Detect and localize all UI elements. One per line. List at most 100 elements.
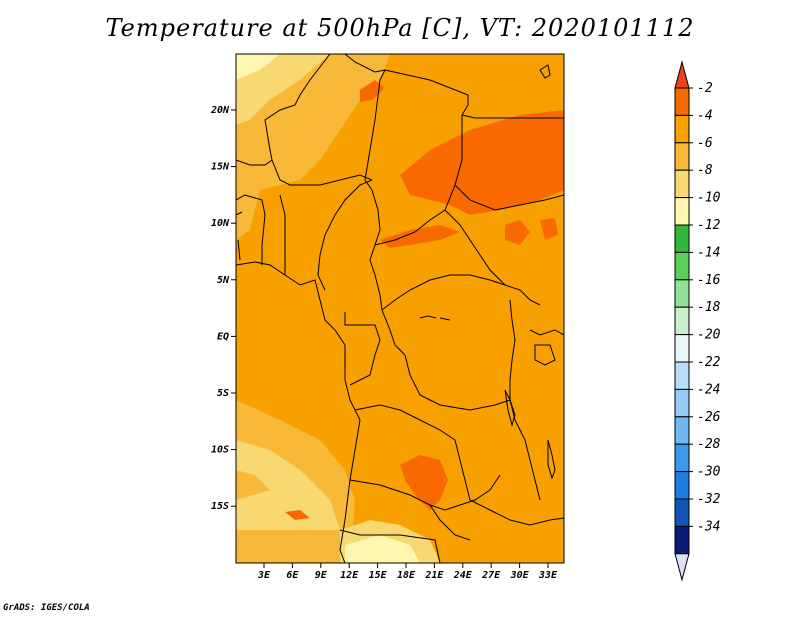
border-congo-drc [381,309,511,411]
colorbar-segment [674,169,690,199]
lat-tick-label: 5S [217,388,229,399]
colorbar-label: -28 [697,437,721,452]
lon-tick-label: 33E [538,570,558,581]
field-band-minus4-zambia [400,455,448,510]
colorbar-label: -2 [697,81,713,96]
colorbar-label: -6 [697,136,713,151]
lon-tick-label: 3E [257,570,271,581]
field-band-minus12-south [345,535,420,563]
colorbar-label: -20 [697,328,721,343]
colorbar-label: -22 [697,355,721,370]
lon-tick-label: 9E [315,570,328,581]
field-band-minus10-sw [236,440,340,530]
lon-tick-label: 27E [481,570,501,581]
lon-tick-label: 15E [369,570,388,581]
lon-tick-label: 12E [340,570,359,581]
latitude-axis: 20N 15N 10N 5N EQ 5S 10S 15S [210,105,236,512]
map-title: Temperature at 500hPa [C], VT: 202010111… [105,14,695,42]
colorbar-label: -30 [697,465,721,480]
colorbar-label: -14 [697,245,720,260]
lon-tick-label: 30E [510,570,530,581]
field-band-minus4-sudan [400,110,564,215]
longitude-axis: 3E 6E 9E 12E 15E 18E 21E 24E 27E 30E 33E [257,563,558,581]
border-namibia [339,529,441,563]
colorbar-segment [674,114,690,144]
country-borders [236,54,564,563]
colorbar-segment [674,251,690,281]
colorbar-label: -34 [697,519,720,534]
coastline-west [236,261,361,563]
lon-tick-label: 6E [286,570,299,581]
colorbar-segment [674,361,690,390]
border-angola-north [354,404,471,501]
temperature-field [236,54,564,563]
border-car-drc [381,274,506,311]
colorbar-label: -12 [697,218,721,233]
border-niger-mali [264,54,373,186]
border-zambia-mid [429,474,501,511]
field-band-minus4-car [380,225,460,248]
field-band-minus4-atlantic [285,510,310,520]
border-nigeria-cameroon [317,179,373,291]
lon-tick-label: 21E [424,570,444,581]
colorbar-label: -24 [697,382,720,397]
lat-tick-label: 5N [217,275,230,286]
lat-tick-label: 20N [210,105,230,116]
colorbar-label: -4 [697,108,713,123]
lat-tick-label: 10S [211,445,229,456]
border-burkina-ghana [236,194,266,265]
border-chad-west [364,69,386,311]
colorbar-segment [674,443,690,473]
coastline-fragment-west [236,211,243,261]
colorbar-bottom-arrow [674,553,690,582]
field-band-minus4-chad [360,80,385,102]
border-zambia-south [469,499,564,526]
lon-tick-label: 18E [397,570,416,581]
colorbar-segment [674,334,690,363]
colorbar: -2 -4 -6 -8 -10 -12 -14 -16 -18 -20 -22 -24 -26 -28 -3… [674,60,721,582]
coastline-redsea [539,64,551,79]
border-gabon-congo [344,312,381,386]
border-mali-bf [236,159,273,166]
colorbar-label: -26 [697,410,721,425]
colorbar-segment [674,471,690,500]
lat-tick-label: 10N [211,218,230,229]
colorbar-label: -10 [697,191,721,206]
border-car-ss [444,209,541,306]
river-fragment [419,315,451,321]
field-band-minus12-nw [236,54,280,80]
colorbar-segment [674,197,690,226]
border-sudan-ss [454,184,564,211]
colorbar-label: -8 [697,163,713,178]
lat-tick-label: EQ [217,331,229,342]
colorbar-label: -16 [697,273,721,288]
colorbar-segment [674,525,690,555]
lake-victoria [534,344,556,366]
lat-tick-label: 15S [211,501,229,512]
field-band-minus10-nw [236,54,330,125]
field-band-minus4-ss [505,220,530,245]
colorbar-segment [674,498,690,527]
lake-malawi [547,439,556,480]
colorbar-segment [674,142,690,171]
field-band-minus8-north [236,54,390,195]
colorbar-segment [674,279,690,308]
colorbar-segment [674,388,690,418]
colorbar-segment [674,87,690,116]
colorbar-top-arrow [674,60,690,89]
colorbar-label: -32 [697,492,721,507]
colorbar-label: -18 [697,300,721,315]
field-band-minus8-sw2 [236,470,270,500]
border-benin-togo [279,194,286,275]
colorbar-segment [674,416,690,445]
lon-tick-label: 24E [453,570,473,581]
field-band-minus4-ss2 [540,218,558,240]
lake-tanganyika [504,389,516,427]
colorbar-segment [674,224,690,253]
field-band-minus8-west [236,190,260,240]
border-uganda [529,329,564,336]
grads-credit: GrADS: IGES/COLA [3,603,90,613]
border-sudan-north [461,114,564,119]
map-frame [235,53,565,564]
